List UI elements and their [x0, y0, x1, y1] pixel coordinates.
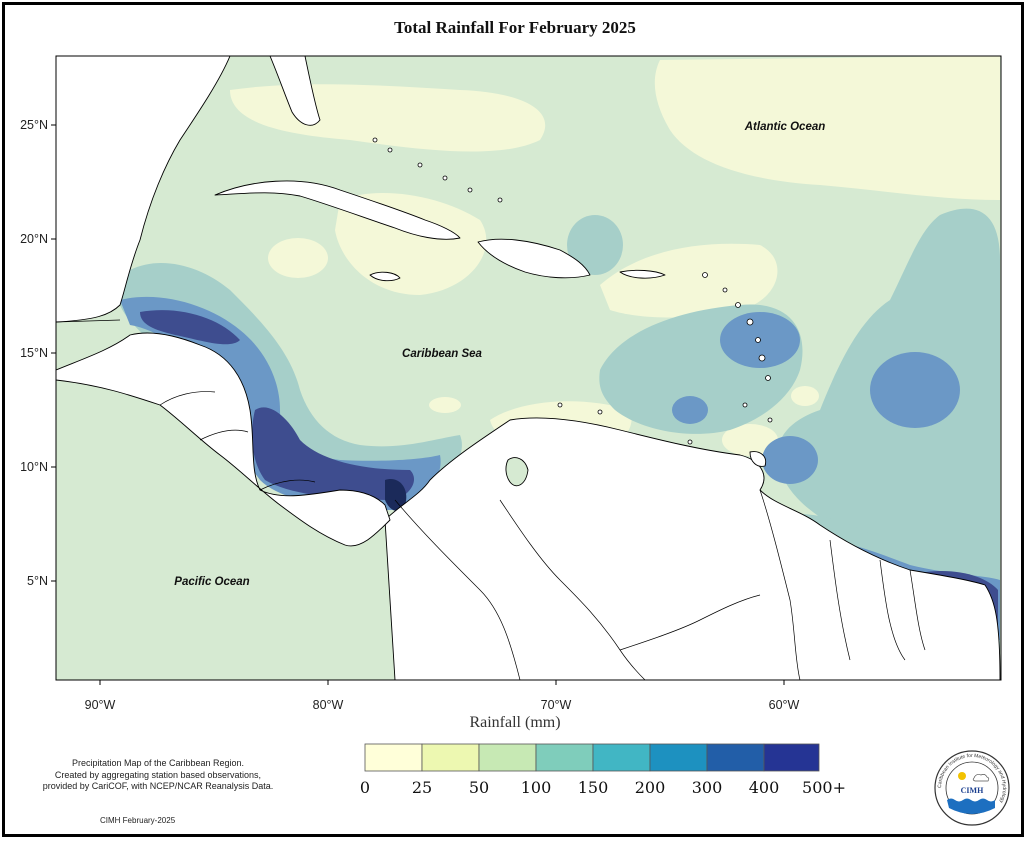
map-title: Total Rainfall For February 2025 [394, 18, 636, 37]
legend-swatch [706, 743, 765, 772]
legend-swatch [364, 743, 423, 772]
legend-label: 50 [468, 778, 490, 797]
lat-tick-label: 15°N [20, 346, 48, 360]
puerto-rico [619, 269, 666, 279]
legend-label: 25 [411, 778, 433, 797]
sun-icon [958, 772, 966, 780]
country-borders [56, 319, 926, 680]
lon-tick-label: 60°W [769, 698, 800, 712]
legend-label: 500+ [802, 778, 846, 797]
legend-labels: 0 25 50 100 150 200 300 400 500+ [0, 778, 1030, 802]
legend-swatch [763, 743, 820, 772]
lon-tick-label: 90°W [85, 698, 116, 712]
lake-maracaibo [505, 457, 529, 487]
cloud-icon [972, 773, 990, 782]
rainfall-legend [364, 743, 820, 772]
logo-text: CIMH [961, 786, 984, 795]
legend-swatch [649, 743, 708, 772]
jamaica [369, 271, 401, 282]
legend-swatch [535, 743, 594, 772]
map-description: Precipitation Map of the Caribbean Regio… [8, 758, 308, 793]
cimh-logo: Caribbean Institute for Meteorology and … [934, 750, 1010, 826]
wave-icon [947, 798, 995, 814]
map-border [55, 55, 1002, 681]
cuba [214, 180, 461, 240]
credit-text: CIMH February-2025 [100, 816, 176, 825]
description-line: Precipitation Map of the Caribbean Regio… [71, 758, 245, 768]
lat-tick-label: 10°N [20, 460, 48, 474]
legend-label: 200 [634, 778, 666, 797]
legend-label: 0 [359, 778, 371, 797]
small-islands [372, 137, 773, 445]
lat-tick-label: 25°N [20, 118, 48, 132]
lat-tick-label: 20°N [20, 232, 48, 246]
pacific-ocean-label: Pacific Ocean [174, 576, 249, 588]
description-line: Created by aggregating station based obs… [54, 769, 262, 780]
lon-tick-label: 80°W [313, 698, 344, 712]
landmasses [56, 56, 1001, 680]
legend-label: 300 [691, 778, 723, 797]
legend-swatch [421, 743, 480, 772]
legend-swatch [592, 743, 651, 772]
lon-tick-label: 70°W [541, 698, 572, 712]
trinidad [749, 451, 767, 467]
florida [269, 56, 321, 126]
atlantic-ocean-label: Atlantic Ocean [744, 121, 826, 133]
legend-label: 100 [520, 778, 552, 797]
lat-tick-label: 5°N [27, 574, 48, 588]
longitude-axis: 90°W 80°W 70°W 60°W [85, 680, 800, 712]
legend-label: 400 [748, 778, 780, 797]
legend-label: 150 [577, 778, 609, 797]
description-line: provided by CariCOF, with NCEP/NCAR Rean… [42, 781, 274, 791]
latitude-axis: 25°N 20°N 15°N 10°N 5°N [20, 118, 56, 588]
legend-swatch [478, 743, 537, 772]
caribbean-sea-label: Caribbean Sea [402, 348, 482, 360]
legend-title: Rainfall (mm) [469, 714, 561, 731]
hispaniola [477, 238, 591, 279]
mexico [56, 56, 231, 323]
